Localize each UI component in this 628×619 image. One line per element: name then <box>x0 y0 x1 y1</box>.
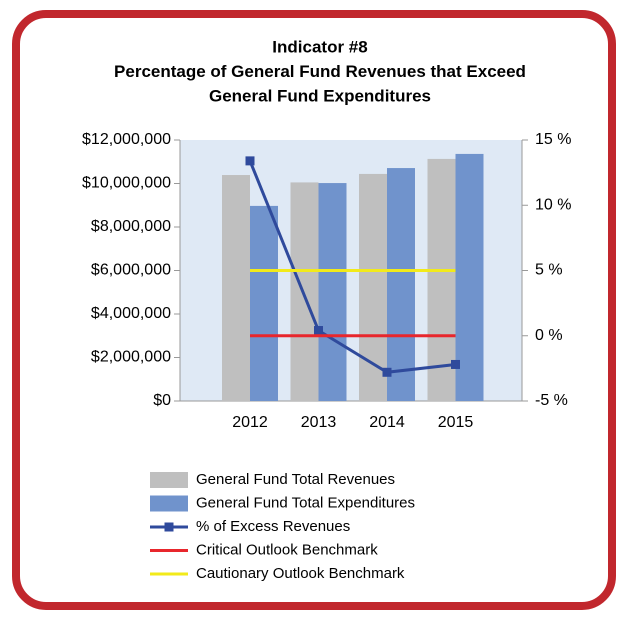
x-tick-label: 2013 <box>301 414 337 431</box>
x-tick-label: 2015 <box>438 414 474 431</box>
legend-label: Critical Outlook Benchmark <box>196 541 378 558</box>
y2-tick-label: 15 % <box>535 131 571 148</box>
marker <box>451 359 460 369</box>
x-tick-label: 2012 <box>232 414 268 431</box>
legend-marker <box>164 522 174 532</box>
chart-title: Indicator #8 <box>272 37 367 56</box>
marker <box>382 367 392 377</box>
y-tick-label: $2,000,000 <box>91 349 171 366</box>
x-tick-label: 2014 <box>369 414 405 431</box>
bar <box>222 175 250 401</box>
line <box>248 160 456 374</box>
legend-swatch <box>150 495 188 512</box>
bar <box>290 182 319 401</box>
y-tick-label: $0 <box>153 392 171 409</box>
legend-label: % of Excess Revenues <box>196 518 350 535</box>
bar <box>250 205 278 401</box>
chart-title: General Fund Expenditures <box>209 86 431 105</box>
legend-label: General Fund Total Revenues <box>196 471 395 488</box>
y2-tick-label: 0 % <box>535 327 563 344</box>
legend-swatch <box>150 472 188 488</box>
legend-label: Cautionary Outlook Benchmark <box>196 565 405 582</box>
marker <box>314 326 323 336</box>
marker <box>245 156 255 166</box>
y-tick-label: $10,000,000 <box>82 175 171 192</box>
y2-tick-label: 5 % <box>535 262 563 279</box>
bar <box>387 168 415 401</box>
bar <box>318 183 347 401</box>
y-tick-label: $8,000,000 <box>91 218 171 235</box>
bar <box>359 173 387 401</box>
y-tick-label: $6,000,000 <box>91 262 171 279</box>
y2-tick-label: -5 % <box>535 392 568 409</box>
bar <box>427 158 456 401</box>
bar <box>455 153 484 401</box>
chart-title: Percentage of General Fund Revenues that… <box>114 62 526 81</box>
legend-label: General Fund Total Expenditures <box>196 494 415 511</box>
y-tick-label: $12,000,000 <box>82 131 171 148</box>
y-tick-label: $4,000,000 <box>91 305 171 322</box>
y2-tick-label: 10 % <box>535 196 571 213</box>
